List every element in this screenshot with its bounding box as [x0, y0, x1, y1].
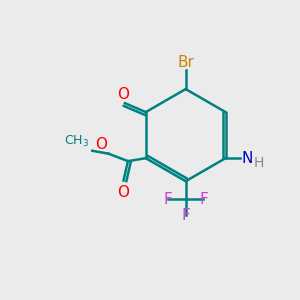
Text: Br: Br	[177, 55, 194, 70]
Text: H: H	[254, 156, 264, 170]
Text: F: F	[164, 191, 172, 206]
Text: F: F	[181, 208, 190, 223]
Text: CH$_3$: CH$_3$	[64, 134, 89, 149]
Text: O: O	[118, 185, 130, 200]
Text: F: F	[199, 191, 208, 206]
Text: O: O	[118, 87, 130, 102]
Text: O: O	[95, 137, 107, 152]
Text: N: N	[242, 151, 253, 166]
